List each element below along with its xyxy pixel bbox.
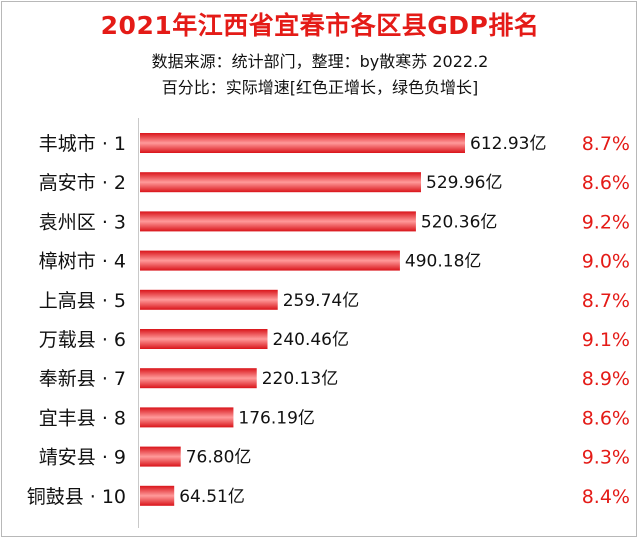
value-label: 490.18亿 (405, 252, 481, 272)
value-label: 612.93亿 (470, 134, 546, 154)
value-label: 176.19亿 (238, 408, 314, 428)
bar (140, 250, 400, 271)
value-label: 520.36亿 (421, 212, 497, 232)
chart-note: 百分比：实际增速[红色正增长，绿色负增长] (161, 78, 479, 97)
category-label: 宜丰县 · 8 (39, 407, 126, 429)
bar (140, 211, 416, 232)
category-label: 奉新县 · 7 (39, 368, 126, 390)
category-label: 袁州区 · 3 (39, 211, 126, 233)
value-label: 76.80亿 (186, 448, 252, 468)
growth-label: 9.3% (582, 447, 630, 469)
chart-source: 数据来源：统计部门，整理：by散寒苏 2022.2 (151, 52, 489, 71)
bar (140, 172, 422, 193)
category-label: 丰城市 · 1 (39, 133, 126, 155)
category-label: 靖安县 · 9 (39, 447, 126, 469)
category-axis-line (138, 118, 139, 528)
category-label: 万载县 · 6 (39, 329, 126, 351)
value-label: 240.46亿 (273, 330, 349, 350)
value-label: 259.74亿 (283, 291, 359, 311)
category-label: 铜鼓县 · 10 (27, 486, 126, 508)
category-label: 樟树市 · 4 (39, 251, 126, 273)
bar (140, 485, 175, 506)
bar (140, 289, 278, 310)
value-label: 529.96亿 (426, 173, 502, 193)
bar (140, 329, 268, 349)
growth-label: 9.0% (582, 251, 630, 273)
growth-label: 8.6% (582, 172, 630, 194)
growth-label: 9.2% (582, 211, 630, 233)
growth-label: 8.7% (582, 133, 630, 155)
category-label: 高安市 · 2 (39, 172, 126, 194)
bar (140, 446, 181, 467)
growth-label: 8.4% (582, 486, 630, 508)
growth-label: 9.1% (582, 329, 630, 351)
category-label: 上高县 · 5 (39, 290, 126, 312)
growth-label: 8.9% (582, 368, 630, 390)
bar (140, 368, 257, 389)
value-label: 64.51亿 (179, 487, 245, 507)
bar (140, 133, 465, 153)
chart-title: 2021年江西省宜春市各区县GDP排名 (100, 11, 540, 40)
growth-label: 8.7% (582, 290, 630, 312)
growth-label: 8.6% (582, 407, 630, 429)
value-label: 220.13亿 (262, 369, 338, 389)
bar (140, 407, 234, 428)
